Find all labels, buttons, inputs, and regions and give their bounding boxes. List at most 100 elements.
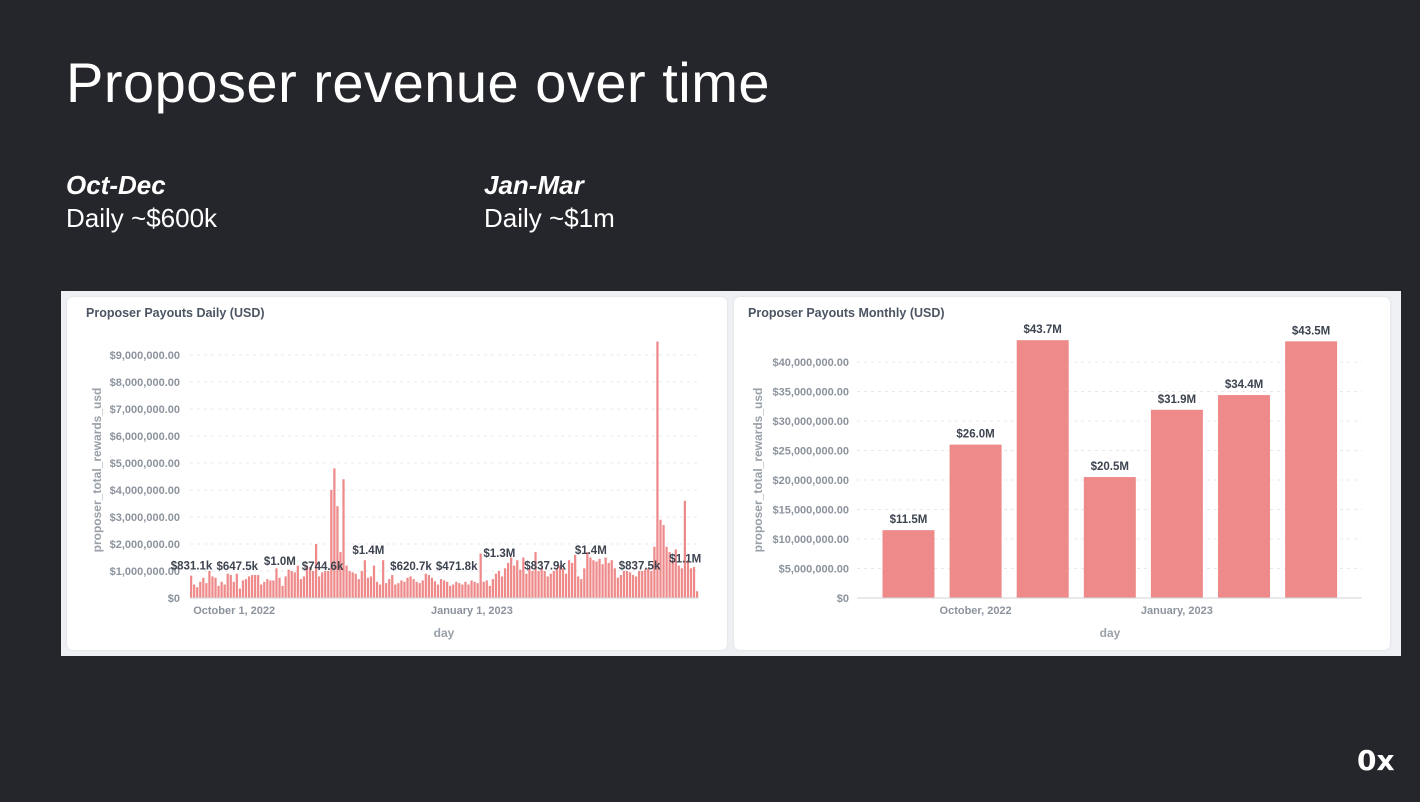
data-label: $744.6k bbox=[302, 561, 344, 573]
daily-bar bbox=[586, 552, 589, 598]
daily-bar bbox=[281, 585, 284, 598]
y-tick-label: $4,000,000.00 bbox=[110, 485, 180, 497]
0x-logo: 0x bbox=[1357, 744, 1395, 777]
daily-bar bbox=[595, 561, 598, 598]
daily-bar bbox=[650, 571, 653, 598]
data-label: $34.4M bbox=[1225, 379, 1263, 391]
daily-bar bbox=[305, 565, 309, 598]
monthly-bar bbox=[949, 444, 1002, 598]
daily-bar bbox=[680, 568, 683, 598]
daily-bar bbox=[631, 575, 635, 598]
daily-bar bbox=[406, 577, 409, 598]
daily-bar bbox=[388, 579, 391, 598]
daily-bar bbox=[345, 565, 348, 598]
daily-bar bbox=[561, 568, 565, 598]
daily-bar bbox=[199, 581, 202, 598]
daily-bar bbox=[470, 580, 473, 598]
daily-bar bbox=[196, 587, 199, 598]
data-label: $31.9M bbox=[1158, 394, 1196, 406]
daily-bar bbox=[491, 579, 494, 598]
daily-bar bbox=[293, 572, 296, 598]
daily-bar bbox=[537, 571, 540, 598]
period-label: Jan-Mar bbox=[484, 170, 584, 200]
daily-bar bbox=[601, 564, 604, 598]
daily-bar bbox=[339, 552, 342, 598]
daily-bar bbox=[583, 568, 586, 598]
y-tick-label: $5,000,000.00 bbox=[110, 458, 180, 470]
period-oct-dec: Oct-Dec Daily ~$600k bbox=[66, 170, 217, 234]
chart-title: Proposer Payouts Daily (USD) bbox=[86, 306, 265, 320]
monthly-bar bbox=[1016, 340, 1069, 598]
daily-bar bbox=[510, 557, 513, 598]
daily-bar bbox=[208, 571, 211, 598]
data-label: $1.3M bbox=[483, 548, 515, 560]
daily-bar bbox=[363, 560, 366, 598]
daily-bar bbox=[610, 560, 613, 598]
daily-bar bbox=[357, 579, 360, 598]
daily-bar bbox=[467, 584, 470, 598]
daily-bar bbox=[247, 576, 251, 598]
daily-bar bbox=[638, 571, 641, 598]
daily-bar bbox=[549, 573, 552, 598]
monthly-chart: Proposer Payouts Monthly (USD) proposer_… bbox=[748, 306, 1362, 640]
daily-bar bbox=[254, 575, 257, 598]
data-label: $20.5M bbox=[1091, 461, 1129, 473]
daily-bar bbox=[668, 552, 671, 598]
monthly-bar bbox=[1150, 409, 1203, 598]
daily-bar bbox=[360, 571, 363, 598]
daily-bar bbox=[592, 560, 595, 598]
data-label: $837.9k bbox=[524, 560, 566, 572]
period-value: Daily ~$600k bbox=[66, 203, 218, 233]
daily-bar bbox=[442, 580, 446, 598]
y-tick-label: $1,000,000.00 bbox=[110, 566, 180, 578]
daily-bar bbox=[625, 571, 629, 598]
daily-bar bbox=[287, 569, 290, 598]
daily-bar bbox=[695, 591, 699, 598]
y-tick-label: $30,000,000.00 bbox=[773, 416, 849, 428]
daily-bar bbox=[397, 583, 400, 598]
daily-bar bbox=[241, 580, 245, 598]
daily-bar bbox=[567, 560, 571, 598]
y-tick-label: $3,000,000.00 bbox=[110, 512, 180, 524]
daily-bar bbox=[671, 560, 674, 598]
daily-bar bbox=[692, 566, 696, 598]
daily-bar bbox=[299, 579, 302, 598]
x-tick-label: October, 2022 bbox=[940, 605, 1012, 617]
daily-bar bbox=[342, 479, 345, 598]
daily-bar bbox=[552, 571, 555, 598]
daily-bar bbox=[382, 560, 385, 598]
daily-bar bbox=[659, 519, 662, 598]
daily-bar bbox=[202, 577, 205, 598]
period-jan-mar: Jan-Mar Daily ~$1m bbox=[484, 170, 615, 234]
data-label: $1.4M bbox=[575, 545, 607, 557]
y-tick-label: $35,000,000.00 bbox=[773, 387, 849, 399]
daily-bar bbox=[683, 500, 687, 598]
daily-bar bbox=[415, 581, 418, 598]
daily-bar bbox=[589, 557, 592, 598]
daily-bar bbox=[260, 584, 263, 598]
daily-bar bbox=[546, 576, 549, 598]
daily-bar bbox=[223, 584, 226, 598]
daily-chart: Proposer Payouts Daily (USD) proposer_to… bbox=[86, 306, 701, 640]
daily-bar bbox=[656, 341, 659, 598]
y-tick-label: $0 bbox=[837, 593, 849, 605]
monthly-bar bbox=[882, 530, 935, 598]
daily-bar bbox=[421, 580, 424, 598]
daily-bar bbox=[375, 581, 379, 598]
daily-bar bbox=[543, 571, 546, 598]
period-value: Daily ~$1m bbox=[484, 203, 615, 233]
daily-bar bbox=[436, 584, 440, 598]
daily-bar bbox=[220, 581, 223, 598]
monthly-bar bbox=[1083, 477, 1136, 598]
data-label: $620.7k bbox=[390, 561, 432, 573]
daily-bar bbox=[418, 583, 421, 598]
daily-bar bbox=[464, 581, 467, 598]
data-label: $11.5M bbox=[890, 514, 928, 526]
daily-bar bbox=[348, 571, 351, 598]
daily-bar bbox=[278, 577, 281, 598]
daily-bar bbox=[372, 565, 376, 598]
daily-bar bbox=[272, 580, 275, 598]
daily-bar bbox=[205, 583, 208, 598]
x-tick-label: October 1, 2022 bbox=[193, 605, 275, 617]
daily-bar bbox=[336, 506, 339, 598]
